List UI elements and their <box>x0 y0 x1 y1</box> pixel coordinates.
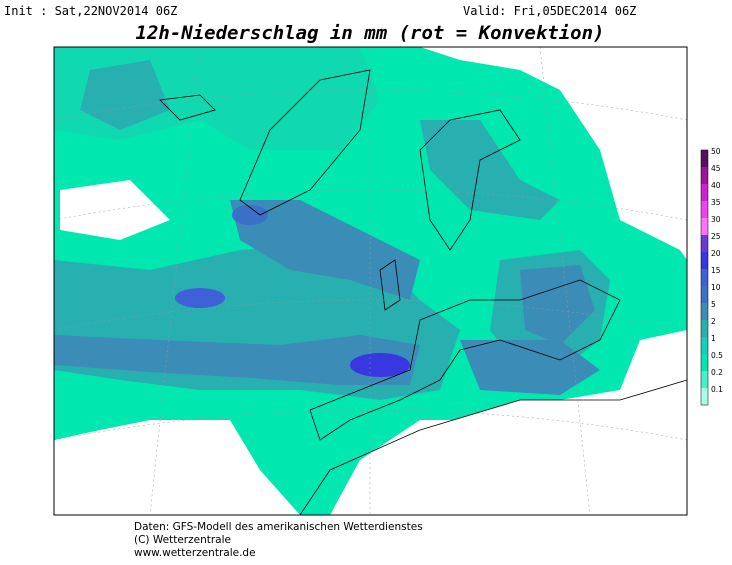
legend-label: 0.1 <box>711 385 723 394</box>
legend-swatch <box>701 337 708 354</box>
legend-label: 40 <box>711 181 721 190</box>
valid-time: Valid: Fri,05DEC2014 06Z <box>463 4 636 18</box>
legend-label: 20 <box>711 249 721 258</box>
legend-swatch <box>701 252 708 269</box>
legend-swatch <box>701 354 708 371</box>
legend-swatch <box>701 371 708 388</box>
legend-swatch <box>701 218 708 235</box>
legend-label: 2 <box>711 317 716 326</box>
legend-label: 35 <box>711 198 721 207</box>
map-area <box>53 46 688 516</box>
legend-swatch <box>701 235 708 252</box>
legend-swatch <box>701 167 708 184</box>
legend-label: 50 <box>711 147 721 156</box>
legend-swatch <box>701 286 708 303</box>
legend-swatch <box>701 201 708 218</box>
footer-line: Daten: GFS-Modell des amerikanischen Wet… <box>134 521 423 533</box>
legend-swatch <box>701 150 708 167</box>
legend-swatch <box>701 184 708 201</box>
legend-swatch <box>701 269 708 286</box>
init-time: Init : Sat,22NOV2014 06Z <box>4 4 177 18</box>
legend-label: 15 <box>711 266 721 275</box>
footer-line: (C) Wetterzentrale <box>134 534 231 546</box>
legend-label: 1 <box>711 334 716 343</box>
map-title: 12h-Niederschlag in mm (rot = Konvektion… <box>136 22 605 44</box>
legend-swatch <box>701 303 708 320</box>
legend-swatch <box>701 388 708 405</box>
footer-line: www.wetterzentrale.de <box>134 547 256 559</box>
legend-label: 0.5 <box>711 351 723 360</box>
legend-label: 10 <box>711 283 721 292</box>
legend-label: 25 <box>711 232 721 241</box>
legend-label: 5 <box>711 300 716 309</box>
legend-label: 0.2 <box>711 368 723 377</box>
legend-label: 30 <box>711 215 721 224</box>
legend-swatch <box>701 320 708 337</box>
legend-frame <box>700 149 709 406</box>
legend: 50 45 40 35 30 25 20 15 10 5 2 1 0.5 0.2 0.1 <box>700 147 723 406</box>
legend-label: 45 <box>711 164 721 173</box>
